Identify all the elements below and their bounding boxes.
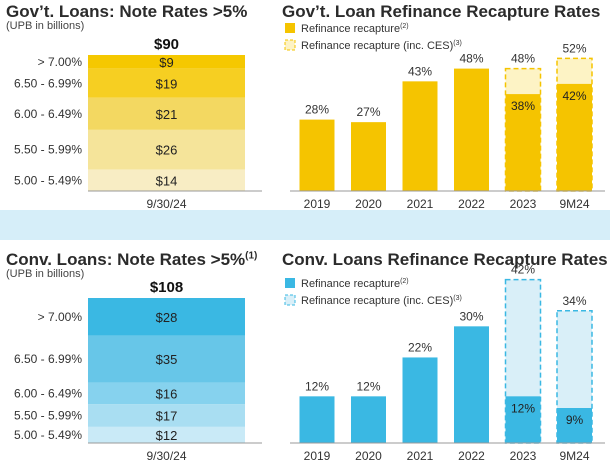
conv-note-rates-segment-label-1: $28 [156, 310, 178, 325]
conv-recapture-legend-swatch-ces [284, 294, 296, 306]
conv-note-rates-segment-label-4: $17 [156, 408, 178, 423]
gov-note-rates-rate-label-5: 5.00 - 5.49% [14, 173, 82, 187]
conv-note-rates-segment-1 [88, 298, 245, 336]
gov-note-rates-x-tick-label: 9/30/24 [146, 197, 186, 211]
gov-recapture-legend-label-ces: Refinance recapture (inc. CES)(3) [301, 40, 462, 52]
gov-recapture-x-tick-9M24: 9M24 [559, 197, 589, 211]
gov-note-rates-segment-label-5: $14 [156, 173, 178, 188]
conv-recapture-x-tick-9M24: 9M24 [559, 449, 589, 462]
gov-note-rates-rate-label-1: > 7.00% [38, 55, 83, 69]
conv-recapture-legend-footnote-recapture: (2) [400, 278, 409, 285]
gov-recapture-bar-label-2019: 28% [305, 103, 329, 117]
gov-note-rates-rate-label-2: 6.50 - 6.99% [14, 76, 82, 90]
conv-note-rates-segment-label-2: $35 [156, 352, 178, 367]
conv-recapture-ces-label-9M24: 34% [562, 294, 586, 308]
conv-recapture-x-tick-2022: 2022 [458, 449, 485, 462]
conv-recapture-x-tick-2019: 2019 [304, 449, 331, 462]
gov-note-rates-segment-2 [88, 68, 245, 98]
gov-note-rates-subtitle: (UPB in billions) [6, 20, 85, 32]
conv-recapture-bar-2020 [351, 396, 386, 443]
gov-note-rates-segment-3 [88, 97, 245, 130]
conv-note-rates-total-label: $108 [150, 279, 183, 296]
conv-recapture-bar-2023 [505, 396, 541, 443]
gov-recapture-x-tick-2020: 2020 [355, 197, 382, 211]
conv-recapture-x-tick-2020: 2020 [355, 449, 382, 462]
conv-note-rates-segment-4 [88, 404, 245, 427]
gov-note-rates-segment-label-3: $21 [156, 107, 178, 122]
conv-recapture-bar-9M24 [557, 408, 592, 443]
gov-recapture-bar-label-9M24: 42% [562, 89, 586, 103]
conv-note-rates-rate-label-3: 6.00 - 6.49% [14, 386, 82, 400]
gov-note-rates-segment-label-2: $19 [156, 76, 178, 91]
gov-recapture-legend-swatch-recapture [285, 23, 295, 33]
gov-recapture-legend-label-recapture: Refinance recapture(2) [301, 23, 409, 35]
conv-recapture-legend-label-ces: Refinance recapture (inc. CES)(3) [301, 295, 462, 307]
conv-recapture-x-tick-2023: 2023 [510, 449, 537, 462]
gov-note-rates-rate-label-4: 5.50 - 5.99% [14, 143, 82, 157]
conv-recapture-legend-label-recapture: Refinance recapture(2) [301, 278, 409, 290]
conv-recapture-legend-footnote-ces: (3) [453, 295, 462, 302]
conv-note-rates-segment-2 [88, 335, 245, 383]
conv-note-rates-rate-label-1: > 7.00% [38, 310, 83, 324]
gov-note-rates-segment-4 [88, 129, 245, 170]
gov-recapture-title: Gov’t. Loan Refinance Recapture Rates [282, 2, 601, 21]
gov-recapture-bar-label-2020: 27% [356, 105, 380, 119]
gov-recapture-ces-label-9M24: 52% [562, 41, 586, 55]
gov-note-rates-title: Gov’t. Loans: Note Rates >5% [6, 2, 248, 21]
conv-note-rates-title: Conv. Loans: Note Rates >5%(1) [6, 250, 258, 269]
gov-recapture-bar-2020 [351, 122, 386, 191]
gov-note-rates-segment-label-1: $9 [159, 55, 173, 70]
gov-note-rates-total-label: $90 [154, 36, 179, 53]
gov-recapture-bar-2023 [505, 94, 541, 191]
section-divider-band [0, 210, 610, 240]
conv-note-rates-rate-label-2: 6.50 - 6.99% [14, 352, 82, 366]
gov-recapture-ces-label-2023: 48% [511, 52, 535, 66]
conv-note-rates-segment-label-5: $12 [156, 428, 178, 443]
conv-recapture-x-tick-2021: 2021 [407, 449, 434, 462]
conv-recapture-legend-swatch-recapture [285, 278, 295, 288]
gov-recapture-bar-2022 [454, 68, 489, 191]
conv-note-rates-rate-label-5: 5.00 - 5.49% [14, 428, 82, 442]
gov-recapture-x-tick-2022: 2022 [458, 197, 485, 211]
conv-recapture-bar-label-2022: 30% [459, 309, 483, 323]
gov-recapture-legend-footnote-recapture: (2) [400, 23, 409, 30]
gov-recapture-bar-label-2021: 43% [408, 64, 432, 78]
gov-recapture-x-tick-2019: 2019 [304, 197, 331, 211]
gov-recapture-x-tick-2021: 2021 [407, 197, 434, 211]
gov-note-rates-rate-label-3: 6.00 - 6.49% [14, 107, 82, 121]
gov-note-rates-segment-1 [88, 55, 245, 69]
gov-recapture-bar-2019 [299, 119, 335, 191]
gov-note-rates-segment-label-4: $26 [156, 143, 178, 158]
gov-recapture-bar-9M24 [557, 83, 592, 191]
conv-recapture-bar-2019 [299, 396, 335, 443]
gov-recapture-bar-label-2023: 38% [511, 99, 535, 113]
conv-recapture-bar-label-2020: 12% [356, 379, 380, 393]
conv-recapture-title: Conv. Loans Refinance Recapture Rates [282, 250, 608, 269]
gov-recapture-bar-2021 [402, 81, 438, 191]
gov-recapture-legend-swatch-ces [284, 39, 296, 51]
conv-recapture-bar-label-2019: 12% [305, 379, 329, 393]
conv-recapture-bar-2022 [454, 326, 489, 443]
conv-recapture-bar-2021 [402, 357, 438, 443]
conv-note-rates-subtitle: (UPB in billions) [6, 268, 85, 280]
conv-note-rates-segment-5 [88, 426, 245, 443]
gov-recapture-bar-label-2022: 48% [459, 52, 483, 66]
conv-note-rates-x-tick-label: 9/30/24 [146, 449, 186, 462]
conv-recapture-ces-label-2023: 42% [511, 263, 535, 277]
conv-recapture-bar-label-2021: 22% [408, 340, 432, 354]
conv-note-rates-rate-label-4: 5.50 - 5.99% [14, 408, 82, 422]
conv-recapture-bar-label-9M24: 9% [566, 413, 584, 427]
gov-note-rates-segment-5 [88, 169, 245, 191]
gov-recapture-legend-footnote-ces: (3) [453, 40, 462, 47]
conv-note-rates-segment-label-3: $16 [156, 386, 178, 401]
gov-recapture-x-tick-2023: 2023 [510, 197, 537, 211]
conv-recapture-bar-label-2023: 12% [511, 401, 535, 415]
conv-note-rates-segment-3 [88, 382, 245, 405]
